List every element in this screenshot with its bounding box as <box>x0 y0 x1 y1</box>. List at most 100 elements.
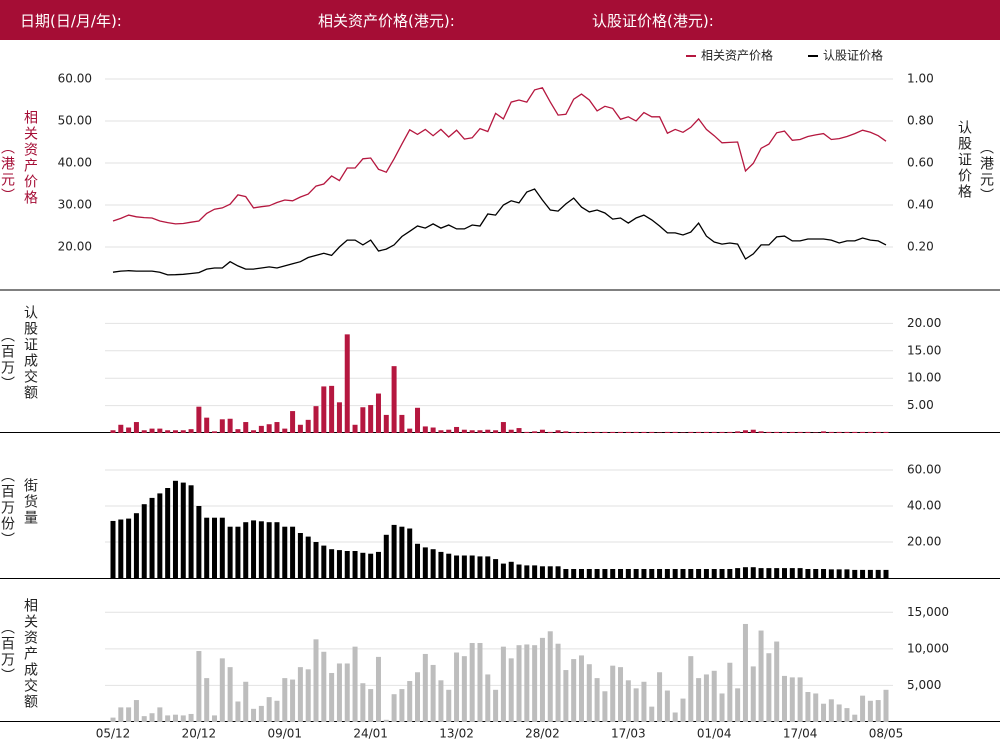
bar <box>742 430 748 433</box>
bar <box>383 414 389 433</box>
bar <box>735 431 741 433</box>
bar <box>867 431 873 433</box>
bar <box>321 545 327 578</box>
y-axis-label: 认股证成交额 <box>22 305 38 401</box>
x-tick-label: 09/01 <box>267 727 302 741</box>
bar <box>290 679 296 722</box>
bar <box>532 565 538 578</box>
bar <box>391 694 397 722</box>
bar <box>290 411 296 433</box>
legend-label: 认股证价格 <box>823 48 883 63</box>
bar <box>157 428 163 433</box>
y-axis-label: 相关资产成交额 <box>22 598 38 710</box>
bar <box>172 714 178 722</box>
bar <box>251 520 257 578</box>
bar <box>313 406 319 433</box>
bar <box>516 645 522 722</box>
bar <box>110 520 116 578</box>
bar <box>813 569 819 578</box>
bar <box>305 536 311 578</box>
x-tick-label: 08/05 <box>869 727 904 741</box>
bar <box>805 431 811 433</box>
bar <box>633 688 639 722</box>
x-tick-label: 17/03 <box>611 727 646 741</box>
bar <box>524 431 530 433</box>
bar <box>313 542 319 578</box>
bar <box>485 429 491 433</box>
y-axis-label: 相关资产价格 <box>22 110 38 206</box>
bar <box>813 693 819 722</box>
bar <box>625 569 631 578</box>
series-line <box>112 87 887 225</box>
bar <box>180 430 186 433</box>
bar <box>672 712 678 722</box>
bar <box>563 569 569 578</box>
bar <box>875 431 881 433</box>
bar <box>438 551 444 578</box>
bar <box>594 569 600 578</box>
bar <box>836 569 842 578</box>
bar <box>594 678 600 722</box>
bar <box>680 569 686 578</box>
bar <box>321 651 327 722</box>
bar <box>719 569 725 578</box>
bar <box>235 526 241 578</box>
bar <box>227 667 233 722</box>
bar <box>836 704 842 722</box>
bar <box>883 431 889 433</box>
bar <box>883 689 889 722</box>
bar <box>485 674 491 722</box>
bar <box>860 569 866 578</box>
bar <box>711 569 717 578</box>
bar <box>539 637 545 722</box>
bar <box>438 680 444 722</box>
bar <box>243 681 249 722</box>
bar <box>438 430 444 433</box>
bar <box>446 553 452 578</box>
bar <box>290 526 296 578</box>
bar <box>571 569 577 578</box>
bar <box>188 713 194 722</box>
bar <box>344 551 350 578</box>
bar <box>555 566 561 578</box>
bar <box>735 688 741 722</box>
bar <box>133 422 139 433</box>
bar <box>266 522 272 578</box>
bar <box>649 569 655 578</box>
y-tick-label: 0.40 <box>907 198 934 212</box>
bar <box>875 569 881 578</box>
bar <box>352 646 358 722</box>
bar <box>157 707 163 722</box>
bar <box>524 565 530 578</box>
bar <box>571 431 577 433</box>
bar <box>789 431 795 433</box>
y-tick-label: 40.00 <box>58 156 92 170</box>
bar <box>446 689 452 722</box>
bar <box>664 431 670 433</box>
bar <box>805 692 811 722</box>
y-tick-label: 0.80 <box>907 114 934 128</box>
bar <box>149 713 155 722</box>
bar <box>344 663 350 722</box>
bar <box>586 569 592 578</box>
bar <box>555 643 561 722</box>
bar <box>828 699 834 722</box>
bar <box>196 406 202 433</box>
y-tick-label: 20.00 <box>907 535 941 549</box>
bar <box>664 690 670 722</box>
bar <box>774 568 780 578</box>
bar <box>836 431 842 433</box>
bar <box>305 419 311 433</box>
y-tick-label: 5.00 <box>907 398 934 412</box>
bar <box>110 717 116 722</box>
bar <box>126 427 132 433</box>
bar <box>618 431 624 433</box>
bar <box>821 569 827 578</box>
bar <box>649 431 655 433</box>
bar <box>797 431 803 433</box>
bar <box>141 504 147 578</box>
bar <box>274 522 280 578</box>
bar <box>758 630 764 722</box>
bar <box>321 386 327 433</box>
